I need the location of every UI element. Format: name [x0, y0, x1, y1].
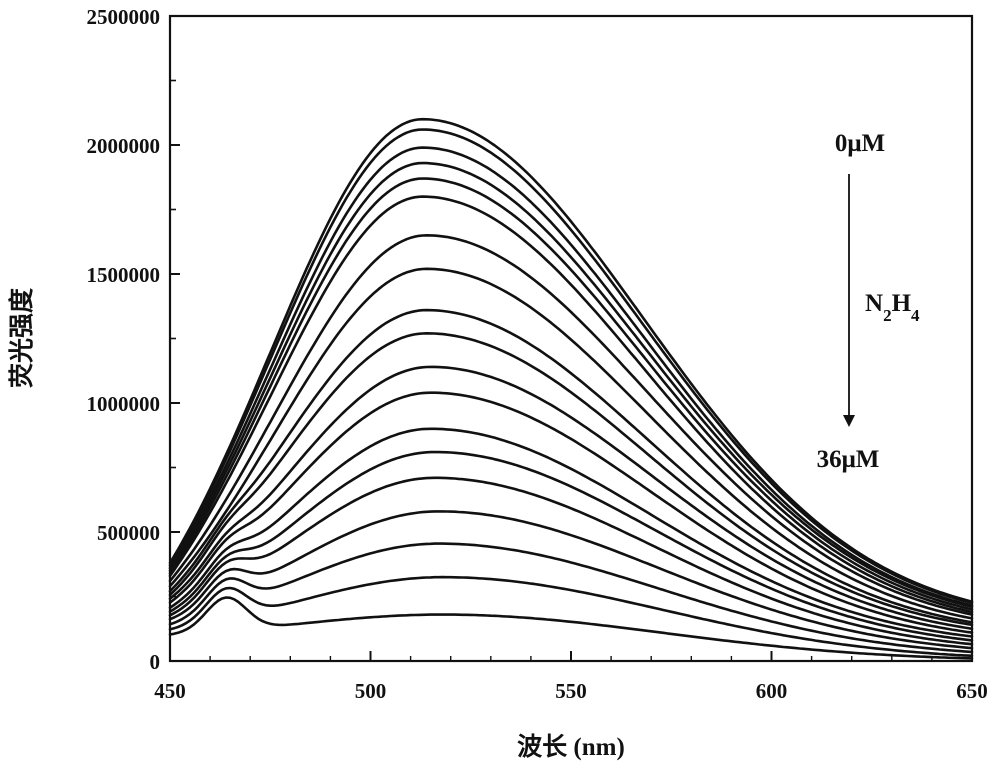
arrow-down-icon [843, 174, 855, 427]
y-tick-label: 1000000 [87, 392, 161, 416]
annotation-reagent-label: N2H4 [865, 290, 920, 325]
y-tick-label: 2500000 [87, 5, 161, 29]
x-tick-label: 650 [956, 679, 988, 703]
series-lines [170, 119, 972, 658]
x-tick-label: 500 [355, 679, 387, 703]
x-tick-label: 550 [555, 679, 587, 703]
x-axis-ticks: 450 500 550 600 650 [154, 651, 988, 703]
emission-curve [170, 148, 972, 606]
y-tick-label: 2000000 [87, 134, 161, 158]
x-axis-title: 波长 (nm) [517, 733, 625, 761]
x-tick-label: 600 [756, 679, 788, 703]
y-tick-label: 1500000 [87, 263, 161, 287]
annotation-end-concentration: 36μM [817, 446, 880, 473]
y-tick-label: 0 [150, 650, 161, 674]
y-axis-ticks: 0 500000 1000000 1500000 2000000 2500000 [87, 5, 181, 674]
emission-curve [170, 119, 972, 602]
annotation-start-concentration: 0μM [835, 130, 885, 157]
x-tick-label: 450 [154, 679, 186, 703]
y-tick-label: 500000 [97, 521, 160, 545]
emission-curve [170, 130, 972, 604]
y-axis-title: 荧光强度 [7, 288, 36, 388]
emission-curve [170, 598, 972, 659]
